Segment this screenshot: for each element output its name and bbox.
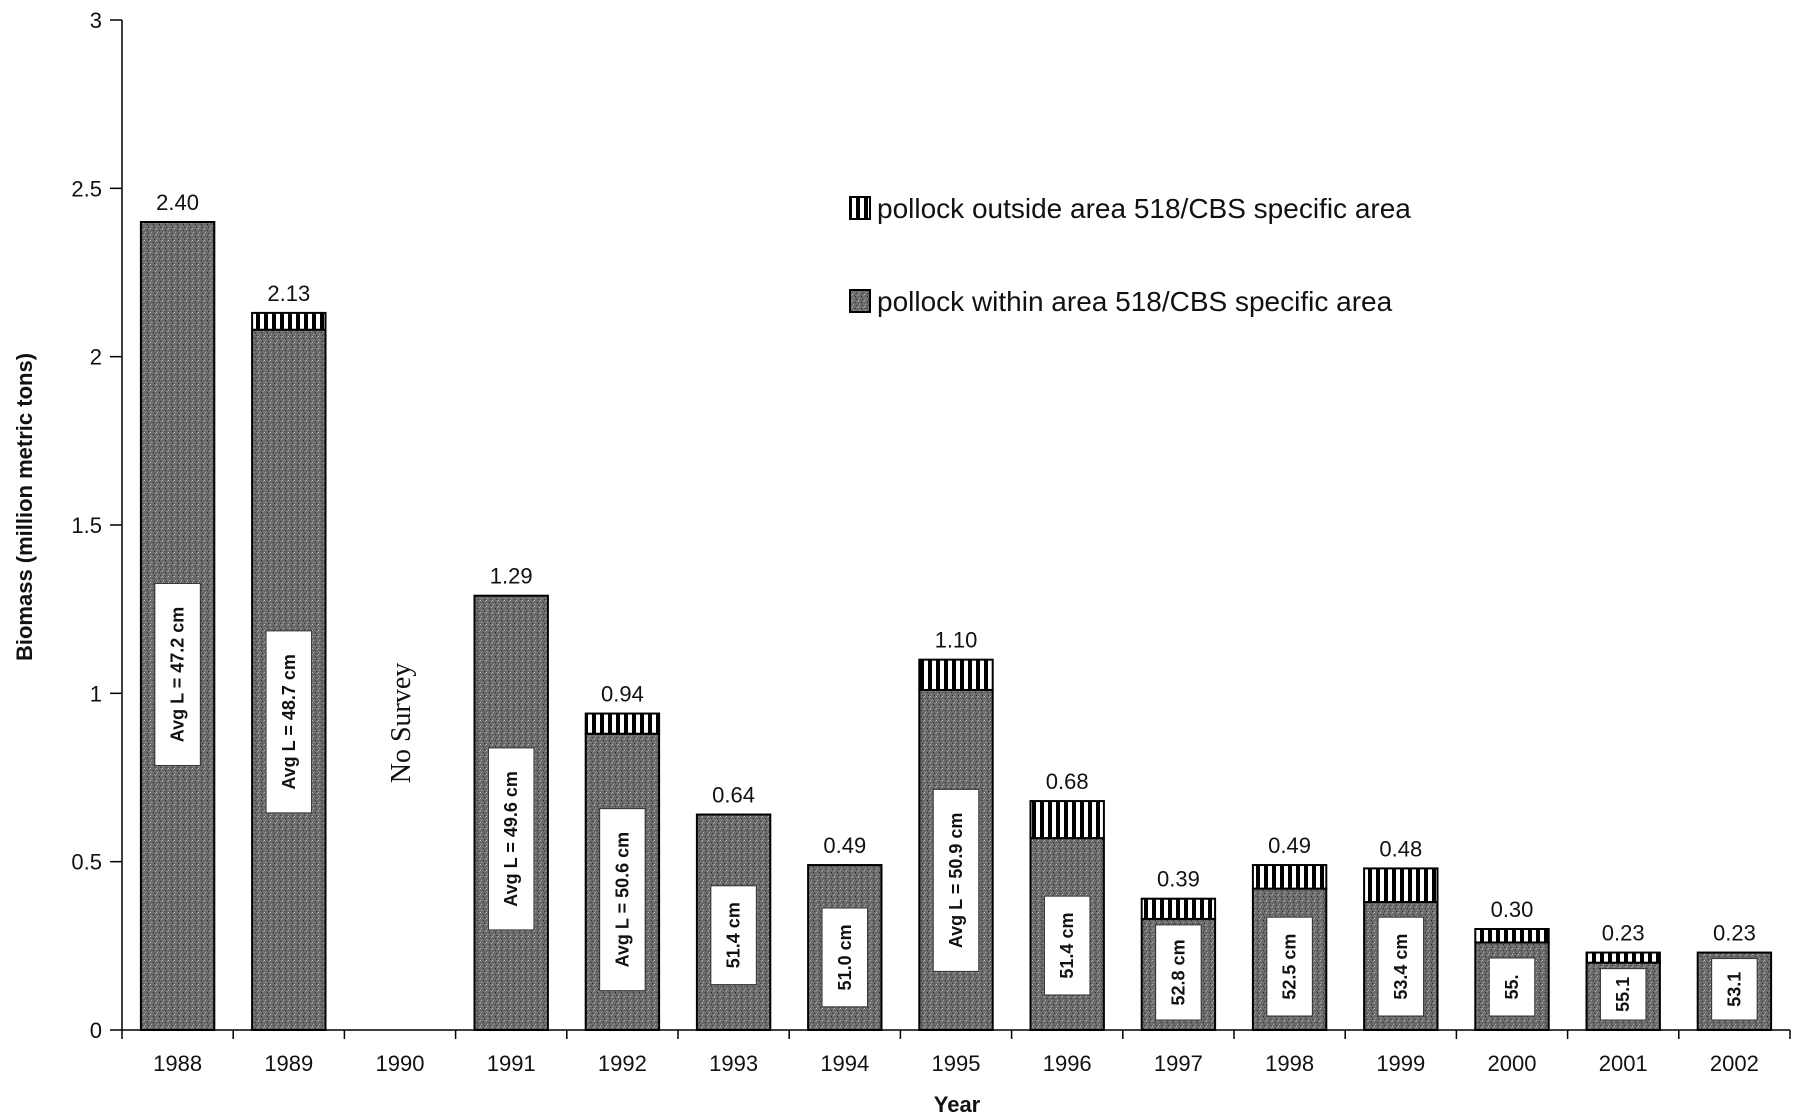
x-tick-label: 1993 — [709, 1051, 758, 1076]
x-tick-label: 1996 — [1043, 1051, 1092, 1076]
avg-length-label: 53.1 — [1724, 972, 1744, 1007]
total-value-label: 2.40 — [156, 190, 199, 215]
x-tick-label: 1990 — [376, 1051, 425, 1076]
avg-length-label: Avg L = 48.7 cm — [279, 654, 299, 790]
legend-swatch-within — [849, 289, 871, 313]
bar-outside-1996 — [1029, 800, 1105, 840]
x-tick-label: 1992 — [598, 1051, 647, 1076]
avg-length-box — [154, 582, 201, 766]
x-tick-label: 1995 — [932, 1051, 981, 1076]
avg-length-label: 51.4 cm — [1057, 913, 1077, 979]
x-tick-label: 1988 — [153, 1051, 202, 1076]
avg-length-label: 52.8 cm — [1168, 939, 1188, 1005]
bar-outside-1995 — [918, 658, 994, 691]
avg-length-box — [1266, 916, 1313, 1017]
avg-length-label: 52.5 cm — [1280, 934, 1300, 1000]
total-value-label: 0.48 — [1379, 836, 1422, 861]
total-value-label: 1.29 — [490, 564, 533, 589]
avg-length-label: 55. — [1502, 974, 1522, 999]
x-tick-label: 1998 — [1265, 1051, 1314, 1076]
total-value-label: 0.49 — [823, 833, 866, 858]
avg-length-box — [1488, 957, 1536, 1017]
avg-length-label: Avg L = 49.6 cm — [501, 771, 521, 907]
no-survey-annotation: No Survey — [386, 663, 417, 784]
y-tick-label: 0.5 — [71, 850, 102, 875]
legend-swatch-outside — [849, 196, 871, 220]
avg-length-box — [265, 630, 313, 814]
avg-length-label: 51.0 cm — [835, 924, 855, 990]
bar-outside-1998 — [1251, 864, 1328, 890]
y-tick-label: 2.5 — [71, 176, 102, 201]
avg-length-box — [1711, 958, 1758, 1021]
legend: pollock outside area 518/CBS specific ar… — [849, 193, 1411, 317]
avg-length-label: Avg L = 50.9 cm — [946, 813, 966, 949]
total-value-label: 0.39 — [1157, 867, 1200, 892]
x-tick-label: 1989 — [264, 1051, 313, 1076]
bar-outside-1999 — [1363, 867, 1439, 904]
legend-label-outside: pollock outside area 518/CBS specific ar… — [877, 193, 1411, 224]
bar-outside-1992 — [584, 712, 661, 735]
avg-length-box — [1043, 895, 1091, 996]
legend-label-within: pollock within area 518/CBS specific are… — [877, 286, 1393, 317]
x-tick-label: 2000 — [1488, 1051, 1537, 1076]
avg-length-box — [599, 808, 646, 992]
x-tick-label: 1997 — [1154, 1051, 1203, 1076]
avg-length-label: Avg L = 47.2 cm — [168, 607, 188, 743]
y-tick-label: 1 — [90, 681, 102, 706]
bar-outside-2001 — [1585, 951, 1661, 964]
avg-length-label: 55.1 — [1613, 977, 1633, 1012]
bar-outside-2000 — [1474, 928, 1550, 944]
y-tick-label: 3 — [90, 8, 102, 33]
bar-labels: 2.40 Avg L = 47.2 cm 2.13 Avg L = 48.7 cm 1.… — [154, 190, 1758, 1021]
total-value-label: 1.10 — [935, 628, 978, 653]
x-tick-label: 2002 — [1710, 1051, 1759, 1076]
total-value-label: 0.68 — [1046, 769, 1089, 794]
x-tick-label: 1991 — [487, 1051, 536, 1076]
avg-length-box — [932, 788, 980, 972]
total-value-label: 0.49 — [1268, 833, 1311, 858]
avg-length-box — [487, 747, 535, 931]
avg-length-box — [1377, 916, 1425, 1017]
avg-length-label: Avg L = 50.6 cm — [612, 832, 632, 968]
total-value-label: 0.30 — [1491, 897, 1534, 922]
y-tick-label: 2 — [90, 345, 102, 370]
total-value-label: 0.23 — [1713, 921, 1756, 946]
total-value-label: 0.94 — [601, 682, 644, 707]
avg-length-box — [821, 907, 869, 1008]
axes: 0 0.5 1 1.5 2 2.5 3 1988 1989 1990 1991 1992 1993 199… — [71, 8, 1791, 1076]
y-tick-label: 0 — [90, 1018, 102, 1043]
avg-length-box — [1599, 968, 1647, 1021]
avg-length-box — [710, 885, 757, 986]
x-tick-label: 2001 — [1599, 1051, 1648, 1076]
bar-outside-1989 — [251, 311, 327, 331]
total-value-label: 2.13 — [267, 281, 310, 306]
bar-outside-1997 — [1140, 897, 1217, 920]
x-axis-title: Year — [934, 1092, 981, 1117]
x-tick-label: 1999 — [1376, 1051, 1425, 1076]
avg-length-box — [1155, 924, 1202, 1021]
y-axis-title: Biomass (million metric tons) — [12, 353, 37, 661]
total-value-label: 0.64 — [712, 783, 755, 808]
avg-length-label: 51.4 cm — [724, 902, 744, 968]
avg-length-label: 53.4 cm — [1391, 934, 1411, 1000]
x-tick-label: 1994 — [820, 1051, 869, 1076]
total-value-label: 0.23 — [1602, 921, 1645, 946]
y-tick-label: 1.5 — [71, 513, 102, 538]
